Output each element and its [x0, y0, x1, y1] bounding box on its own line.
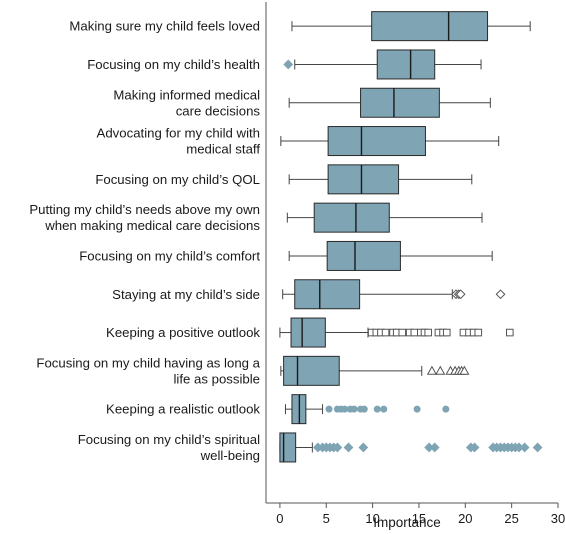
outlier-point: [442, 328, 451, 337]
outlier-point: [532, 442, 543, 453]
iqr-box: [283, 355, 340, 386]
iqr-box: [360, 87, 440, 118]
outlier-point: [381, 328, 390, 337]
iqr-box: [294, 279, 361, 310]
iqr-box: [313, 202, 390, 233]
outlier-point: [435, 365, 446, 375]
box-row: Putting my child’s needs above my ownwhe…: [29, 202, 483, 233]
outlier-point: [455, 289, 466, 300]
x-axis-title: Importance: [373, 515, 441, 530]
iqr-box: [326, 240, 401, 271]
outlier-point: [429, 442, 440, 453]
x-tick-label: 0: [276, 511, 283, 526]
outlier-point: [380, 405, 388, 413]
outlier-point: [519, 442, 530, 453]
category-label: when making medical care decisions: [44, 218, 260, 233]
outlier-point: [410, 328, 419, 337]
category-label: Staying at my child’s side: [112, 287, 260, 302]
outlier-point: [332, 442, 343, 453]
box-row: Focusing on my child’s spiritualwell-bei…: [78, 432, 543, 463]
box-row: Making sure my child feels loved: [69, 11, 531, 42]
outlier-point: [343, 442, 354, 453]
outlier-point: [360, 405, 368, 413]
category-label: Keeping a positive outlook: [106, 325, 260, 340]
outlier-point: [442, 405, 450, 413]
x-tick-label: 10: [365, 511, 379, 526]
box-row: Keeping a positive outlook: [106, 317, 514, 348]
category-label: Focusing on my child’s health: [87, 57, 260, 72]
outlier-point: [373, 405, 381, 413]
outlier-point: [350, 405, 358, 413]
x-axis: 0 5 10 15 20 25 30: [265, 2, 565, 526]
category-label: Focusing on my child’s QOL: [95, 172, 260, 187]
outlier-point: [413, 405, 421, 413]
iqr-box: [279, 432, 297, 463]
category-label: care decisions: [176, 103, 261, 118]
iqr-box: [327, 164, 400, 195]
box-row: Focusing on my child’s comfort: [79, 240, 493, 271]
outlier-point: [283, 59, 294, 70]
x-tick-label: 30: [551, 511, 565, 526]
box-row: Focusing on my child’s QOL: [95, 164, 473, 195]
outlier-point: [426, 365, 437, 375]
iqr-box: [376, 49, 436, 80]
iqr-box: [290, 317, 326, 348]
x-tick-label: 15: [412, 511, 426, 526]
chart-rows: Making sure my child feels loved Focusing…: [29, 11, 543, 463]
category-label: Making informed medical: [113, 87, 260, 102]
category-label: Focusing on my child having as long a: [36, 355, 260, 370]
outlier-point: [505, 328, 514, 337]
category-label: Making sure my child feels loved: [69, 19, 260, 34]
outlier-point: [325, 405, 333, 413]
category-label: Advocating for my child with: [97, 126, 260, 141]
outlier-point: [398, 328, 407, 337]
outlier-point: [469, 442, 480, 453]
category-label: Putting my child’s needs above my own: [29, 202, 260, 217]
outlier-point: [495, 289, 506, 300]
outlier-point: [424, 328, 433, 337]
box-row: Focusing on my child’s health: [87, 49, 482, 80]
category-label: well-being: [200, 448, 260, 463]
category-label: medical staff: [186, 142, 260, 157]
box-row: Focusing on my child having as long alif…: [36, 355, 470, 386]
outlier-point: [459, 365, 470, 375]
x-tick-label: 20: [458, 511, 472, 526]
iqr-box: [327, 126, 426, 157]
x-tick-label: 25: [504, 511, 518, 526]
x-tick-label: 5: [323, 511, 330, 526]
iqr-box: [371, 11, 489, 42]
outlier-point: [358, 442, 369, 453]
category-label: Focusing on my child’s spiritual: [78, 432, 260, 447]
box-row: Staying at my child’s side: [112, 279, 506, 310]
outlier-point: [474, 328, 483, 337]
box-row: Keeping a realistic outlook: [106, 394, 450, 425]
category-label: Focusing on my child’s comfort: [79, 248, 260, 263]
category-label: life as possible: [174, 371, 261, 386]
category-label: Keeping a realistic outlook: [106, 402, 260, 417]
